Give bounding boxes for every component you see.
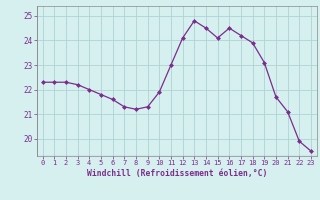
X-axis label: Windchill (Refroidissement éolien,°C): Windchill (Refroidissement éolien,°C): [87, 169, 267, 178]
